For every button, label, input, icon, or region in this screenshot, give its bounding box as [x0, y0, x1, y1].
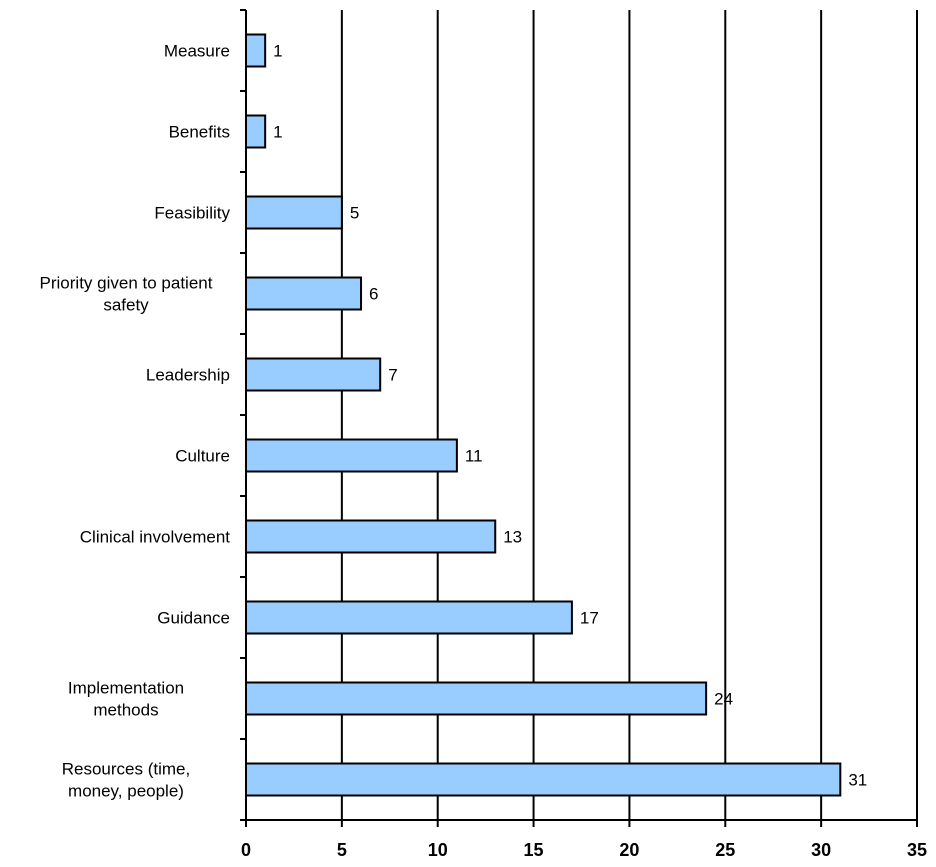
x-tick-label: 5 — [337, 840, 347, 860]
bar — [245, 195, 343, 230]
data-label: 31 — [848, 771, 867, 790]
bar — [245, 762, 842, 797]
category-label: Measure — [164, 42, 230, 61]
category-label: Resources (time, money, people) — [62, 760, 190, 801]
data-label: 1 — [273, 42, 282, 61]
x-tick-label: 10 — [428, 840, 448, 860]
data-label: 24 — [714, 690, 733, 709]
data-label: 5 — [350, 204, 359, 223]
data-label: 11 — [465, 447, 483, 466]
category-label: Guidance — [157, 609, 230, 628]
category-label: Culture — [175, 447, 230, 466]
axes — [240, 9, 918, 827]
bar — [245, 114, 267, 149]
category-label: Leadership — [146, 366, 230, 385]
x-tick-label: 15 — [524, 840, 544, 860]
category-label: Implementation methods — [68, 679, 184, 720]
data-label: 7 — [388, 366, 397, 385]
bar — [245, 519, 497, 554]
category-label: Feasibility — [154, 204, 230, 223]
gridlines — [340, 10, 918, 820]
bar — [245, 276, 363, 311]
bar — [245, 681, 708, 716]
data-label: 6 — [369, 285, 378, 304]
category-label: Clinical involvement — [80, 528, 231, 547]
data-label: 1 — [273, 123, 282, 142]
labels: 0 5 10 15 20 25 30 35 1 Measure 1 Benefits 5 Feasibil… — [40, 42, 927, 861]
data-label: 17 — [580, 609, 599, 628]
x-tick-label: 35 — [907, 840, 927, 860]
x-tick-label: 20 — [619, 840, 639, 860]
x-tick-label: 30 — [811, 840, 831, 860]
bar — [245, 438, 458, 473]
bars — [245, 33, 842, 797]
category-label: Benefits — [169, 123, 230, 142]
category-label: Priority given to patient safety — [40, 274, 213, 315]
x-tick-label: 0 — [241, 840, 251, 860]
bar — [245, 33, 267, 68]
x-tick-label: 25 — [715, 840, 735, 860]
data-label: 13 — [503, 528, 522, 547]
bar — [245, 600, 573, 635]
bar — [245, 357, 382, 392]
